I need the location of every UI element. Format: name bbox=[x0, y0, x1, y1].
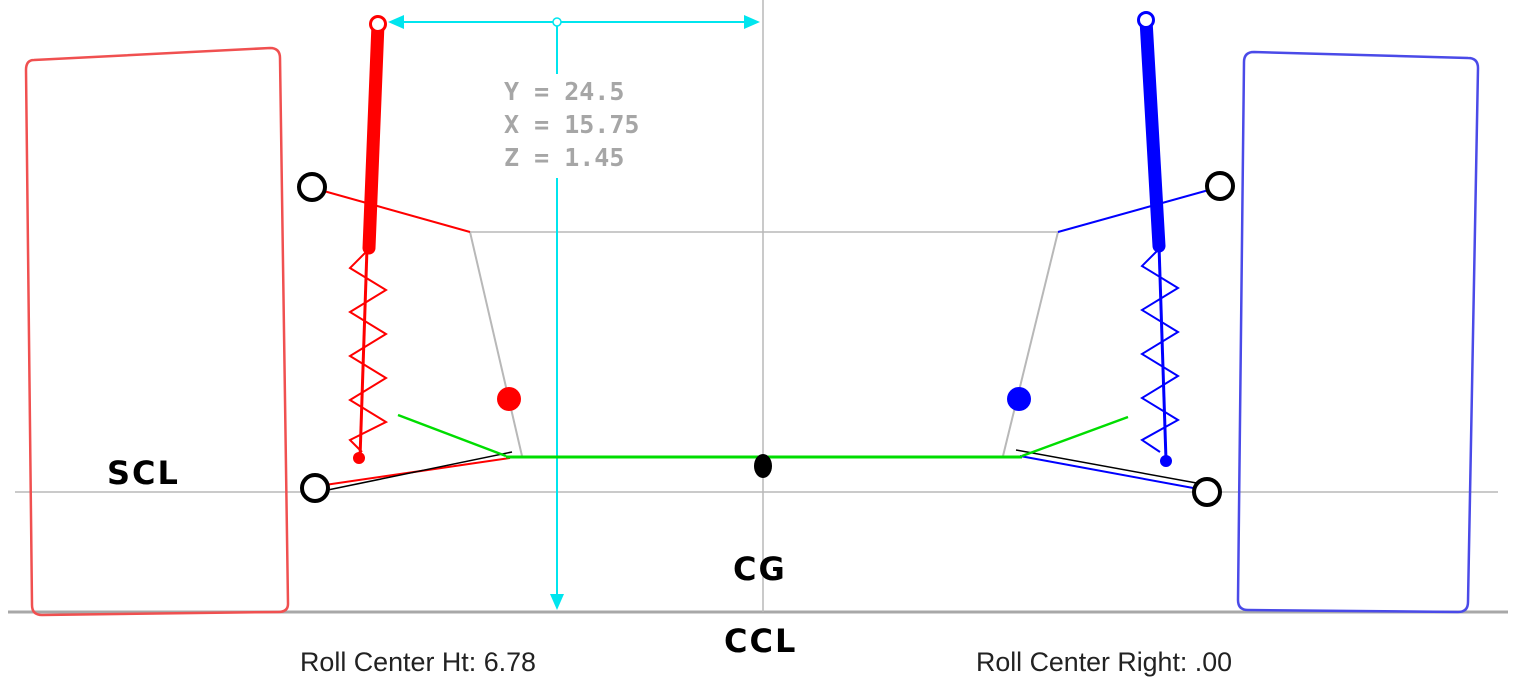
cg-label: CG bbox=[733, 550, 787, 588]
right-damper-top-mount bbox=[1137, 11, 1155, 29]
right-upright-line bbox=[1002, 231, 1059, 457]
right-spring-rod bbox=[1157, 245, 1168, 461]
left-damper-top-mount bbox=[369, 15, 387, 33]
dimension-arrow-down bbox=[550, 594, 564, 610]
left-upright-line bbox=[469, 231, 523, 457]
left-spring-bottom-mount bbox=[353, 452, 365, 464]
coordinate-y: Y = 24.5 bbox=[504, 77, 624, 106]
roll-center-right-label: Roll Center Right: .00 bbox=[976, 647, 1232, 677]
ccl-label: CCL bbox=[724, 622, 797, 660]
right-spring-bottom-mount bbox=[1160, 455, 1172, 467]
left-upper-arm bbox=[312, 187, 471, 233]
right-wheel bbox=[1236, 50, 1480, 614]
dimension-arrow-left bbox=[388, 15, 404, 29]
left-spring-rod bbox=[358, 247, 369, 459]
right-lower-arm bbox=[1019, 455, 1205, 491]
right-lower-arm-inner bbox=[1015, 449, 1203, 485]
dimension-arrow-right bbox=[744, 15, 760, 29]
scl-label: SCL bbox=[107, 454, 180, 492]
right-roll-center-point bbox=[1007, 387, 1031, 411]
left-lower-arm-inner bbox=[317, 451, 513, 493]
left-wheel bbox=[24, 46, 290, 617]
left-lower-pivot bbox=[300, 473, 330, 503]
left-roll-center-point bbox=[497, 387, 521, 411]
roll-center-left-label: Roll Center Ht: 6.78 bbox=[300, 647, 536, 677]
right-lower-pivot bbox=[1192, 477, 1222, 507]
right-axle-link bbox=[1021, 415, 1129, 458]
coordinate-readout-bg bbox=[500, 74, 660, 178]
center-of-gravity-marker bbox=[754, 454, 772, 478]
right-damper bbox=[1139, 13, 1166, 253]
right-upper-arm bbox=[1057, 187, 1217, 233]
coordinate-z: Z = 1.45 bbox=[504, 143, 624, 172]
left-upper-pivot bbox=[297, 172, 327, 202]
left-spring bbox=[348, 249, 389, 453]
dimension-origin bbox=[552, 17, 562, 27]
left-axle-link bbox=[397, 413, 507, 458]
right-upper-pivot bbox=[1205, 171, 1235, 201]
left-damper bbox=[362, 17, 385, 255]
coordinate-x: X = 15.75 bbox=[504, 110, 639, 139]
